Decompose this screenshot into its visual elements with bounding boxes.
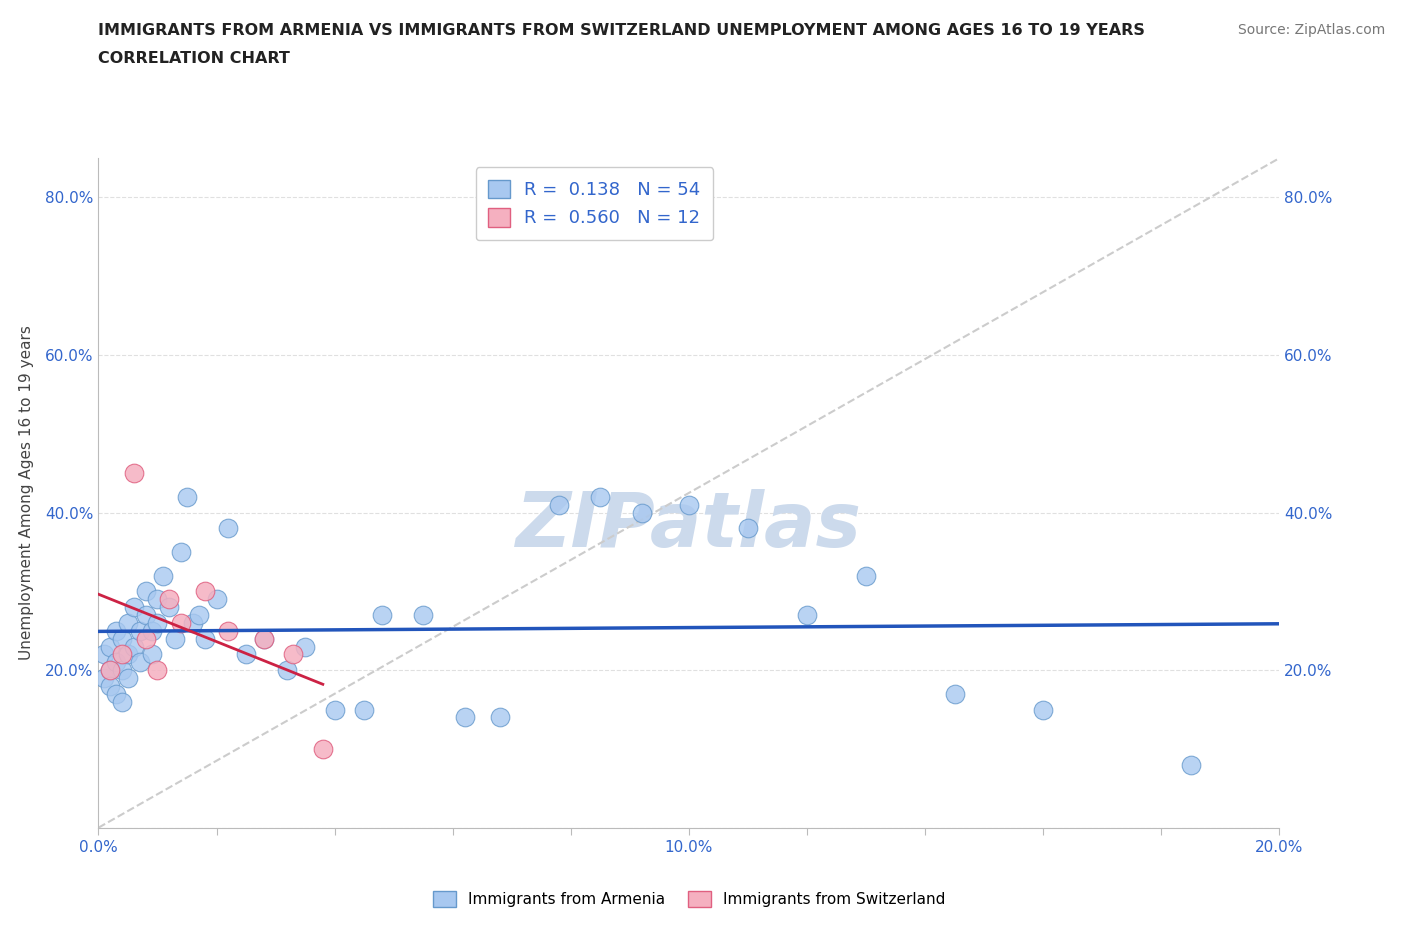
Point (135, 584, 157, 599)
Point (205, 591, 228, 606)
Point (128, 623, 150, 638)
Point (678, 498, 700, 512)
Point (105, 623, 128, 638)
Point (1180, 757, 1202, 772)
Point (855, 568, 877, 583)
Point (111, 694, 134, 709)
Y-axis label: Unemployment Among Ages 16 to 19 years: Unemployment Among Ages 16 to 19 years (18, 326, 34, 660)
Point (117, 647, 139, 662)
Point (796, 607, 818, 622)
Point (253, 631, 276, 646)
Point (630, 505, 652, 520)
Point (217, 521, 239, 536)
Point (371, 607, 394, 622)
Point (135, 631, 157, 646)
Point (194, 631, 217, 646)
Point (1032, 702, 1054, 717)
Point (489, 710, 512, 724)
Point (122, 639, 145, 654)
Text: IMMIGRANTS FROM ARMENIA VS IMMIGRANTS FROM SWITZERLAND UNEMPLOYMENT AMONG AGES 1: IMMIGRANTS FROM ARMENIA VS IMMIGRANTS FR… (98, 23, 1146, 38)
Point (111, 663, 134, 678)
Point (217, 623, 239, 638)
Point (117, 616, 139, 631)
Point (453, 710, 475, 724)
Point (412, 607, 434, 622)
Point (170, 545, 193, 560)
Point (93, 647, 115, 662)
Point (122, 466, 145, 481)
Point (135, 607, 157, 622)
Point (589, 489, 612, 504)
Point (152, 568, 174, 583)
Point (93, 671, 115, 685)
Point (128, 655, 150, 670)
Point (165, 631, 187, 646)
Point (111, 647, 134, 662)
Point (157, 591, 180, 606)
Point (176, 489, 198, 504)
Point (294, 639, 316, 654)
Point (146, 663, 169, 678)
Point (170, 616, 193, 631)
Point (187, 607, 209, 622)
Point (943, 686, 966, 701)
Point (141, 647, 163, 662)
Point (548, 498, 571, 512)
Point (141, 623, 163, 638)
Point (737, 521, 759, 536)
Point (276, 663, 298, 678)
Point (98, 679, 121, 694)
Point (146, 591, 169, 606)
Point (194, 584, 217, 599)
Point (105, 686, 128, 701)
Point (157, 600, 180, 615)
Text: Source: ZipAtlas.com: Source: ZipAtlas.com (1237, 23, 1385, 37)
Point (98, 639, 121, 654)
Point (111, 631, 134, 646)
Point (353, 702, 375, 717)
Point (117, 671, 139, 685)
Text: ZIPatlas: ZIPatlas (516, 489, 862, 564)
Point (235, 647, 257, 662)
Point (283, 647, 305, 662)
Legend: R =  0.138   N = 54, R =  0.560   N = 12: R = 0.138 N = 54, R = 0.560 N = 12 (475, 167, 713, 240)
Point (181, 616, 204, 631)
Point (122, 600, 145, 615)
Text: CORRELATION CHART: CORRELATION CHART (98, 51, 290, 66)
Point (146, 616, 169, 631)
Point (105, 655, 128, 670)
Point (98, 663, 121, 678)
Legend: Immigrants from Armenia, Immigrants from Switzerland: Immigrants from Armenia, Immigrants from… (426, 884, 952, 913)
Point (312, 741, 335, 756)
Point (98, 663, 121, 678)
Point (323, 702, 346, 717)
Point (253, 631, 276, 646)
